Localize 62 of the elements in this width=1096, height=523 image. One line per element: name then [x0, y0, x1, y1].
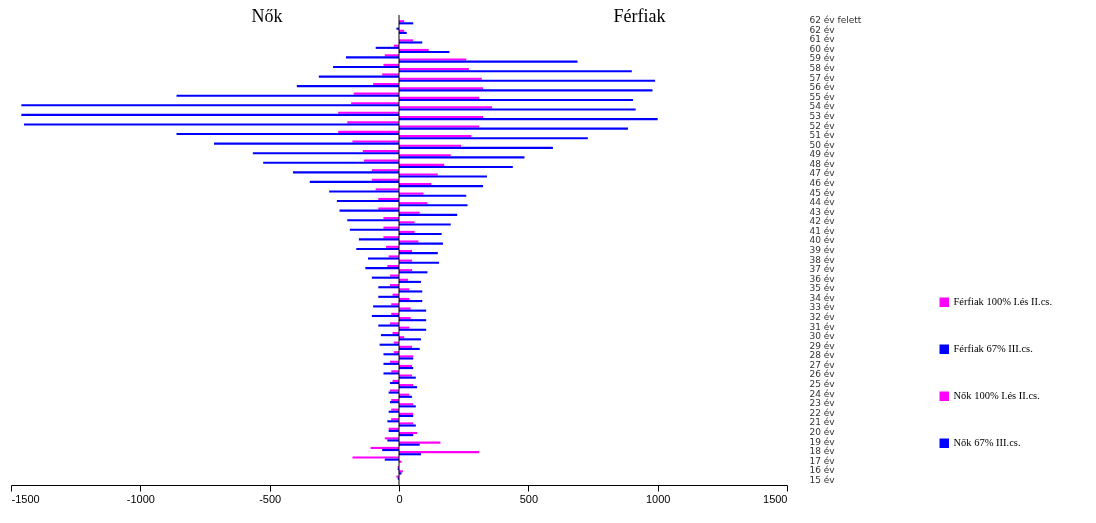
y-tick-label: 56 év: [809, 82, 836, 93]
y-tick-label: 59 év: [809, 53, 836, 64]
legend-label: Nők 100% I.és II.cs.: [953, 390, 1040, 402]
legend-label: Nők 67% III.cs.: [953, 437, 1021, 449]
y-tick-label: 43 év: [809, 206, 836, 217]
x-tick-label: 1000: [645, 492, 671, 505]
y-tick-label: 60 év: [809, 43, 836, 54]
y-tick-label: 15 év: [809, 474, 836, 485]
x-tick-label: -500: [259, 492, 282, 505]
x-tick-label: -1000: [126, 492, 155, 505]
annotation: Nők: [251, 6, 283, 26]
x-tick-label: 500: [519, 492, 539, 505]
y-tick-label: 39 év: [809, 245, 836, 255]
y-tick-label: 35 év: [809, 283, 836, 294]
y-tick-label: 17 év: [809, 455, 836, 466]
y-tick-label: 16 év: [809, 465, 836, 476]
y-tick-label: 30 év: [809, 331, 836, 342]
y-tick-label: 54 év: [809, 101, 836, 112]
y-tick-label: 32 év: [809, 312, 836, 323]
y-tick-label: 29 év: [809, 340, 836, 351]
y-tick-label: 58 év: [809, 63, 836, 74]
y-tick-label: 45 év: [809, 187, 836, 198]
y-tick-label: 38 év: [809, 254, 836, 265]
y-tick-label: 42 év: [809, 216, 836, 227]
y-tick-label: 22 év: [809, 407, 836, 418]
y-tick-label: 57 év: [809, 72, 836, 83]
x-tick-label: 1500: [763, 492, 788, 505]
y-tick-label: 18 év: [809, 446, 836, 457]
y-tick-label: 62 év felett: [809, 15, 862, 26]
y-tick-label: 34 év: [809, 292, 836, 303]
y-tick-label: 52 év: [809, 120, 836, 131]
y-tick-label: 51 év: [809, 130, 836, 141]
y-tick-label: 53 év: [809, 110, 836, 121]
y-tick-label: 21 év: [809, 417, 836, 428]
y-tick-label: 26 év: [809, 369, 836, 380]
x-tick-label: 0: [396, 492, 403, 505]
y-tick-label: 20 év: [809, 426, 836, 437]
y-tick-label: 40 év: [809, 235, 836, 246]
y-tick-label: 27 év: [809, 359, 836, 370]
annotation: Férfiak: [613, 6, 666, 26]
y-tick-label: 48 év: [809, 158, 836, 169]
y-tick-label: 23 év: [809, 398, 836, 409]
y-tick-label: 55 év: [809, 91, 836, 102]
y-tick-label: 37 év: [809, 264, 836, 275]
y-tick-label: 62 év: [809, 24, 836, 35]
y-tick-label: 31 év: [809, 321, 836, 332]
y-tick-label: 61 év: [809, 34, 836, 45]
legend-label: Férfiak 67% III.cs.: [953, 343, 1033, 355]
y-tick-label: 25 év: [809, 379, 836, 390]
y-tick-label: 41 év: [809, 225, 836, 236]
y-tick-label: 50 év: [809, 139, 836, 150]
y-tick-label: 49 év: [809, 149, 836, 160]
y-tick-label: 33 év: [809, 302, 836, 313]
y-tick-label: 47 év: [809, 168, 836, 179]
x-tick-label: -1500: [11, 492, 40, 505]
y-tick-label: 19 év: [809, 436, 836, 447]
legend-label: Férfiak 100% I.és II.cs.: [953, 296, 1053, 308]
y-tick-label: 46 év: [809, 177, 836, 188]
y-tick-label: 36 év: [809, 273, 836, 284]
y-tick-label: 44 év: [809, 197, 836, 208]
y-tick-label: 24 év: [809, 388, 836, 399]
y-tick-label: 28 év: [809, 350, 836, 361]
